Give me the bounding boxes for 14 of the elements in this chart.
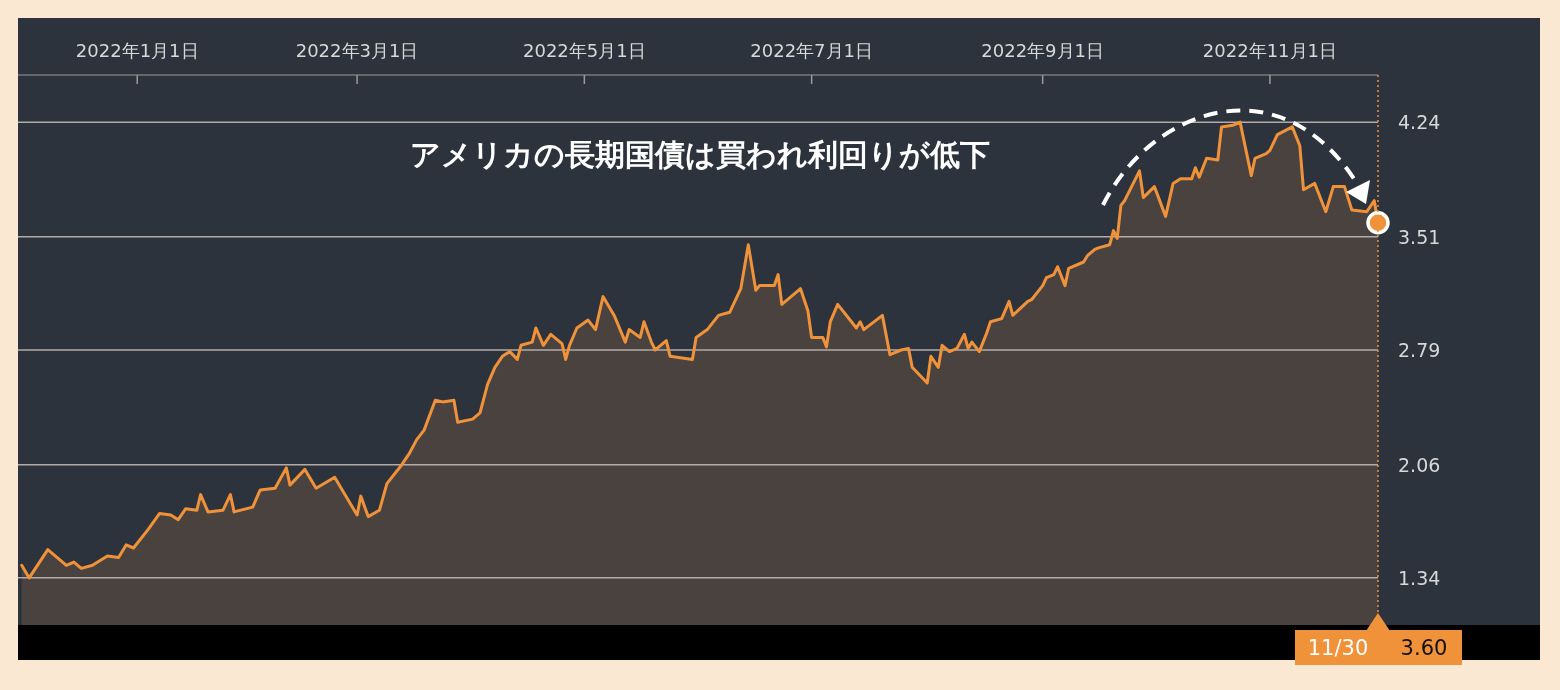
legend-label: 11/30 <box>1307 636 1369 660</box>
x-tick-label: 2022年3月1日 <box>295 40 419 61</box>
y-tick-label: 2.79 <box>1398 339 1441 361</box>
x-tick-label: 2022年11月1日 <box>1202 40 1338 61</box>
x-tick-label: 2022年1月1日 <box>75 40 199 61</box>
x-tick-label: 2022年7月1日 <box>750 40 873 61</box>
x-tick-label: 2022年5月1日 <box>523 40 646 61</box>
y-tick-label: 2.06 <box>1398 453 1441 476</box>
text: 3.60 <box>1400 636 1448 660</box>
y-tick-label: 4.24 <box>1398 111 1441 134</box>
y-tick-label: 1.34 <box>1398 566 1441 589</box>
y-tick-label: 3.51 <box>1398 225 1441 248</box>
x-tick-label: 2022年9月1日 <box>981 40 1105 61</box>
annotation: アメリカの長期国債は買われ利回りが低下 <box>410 137 990 172</box>
